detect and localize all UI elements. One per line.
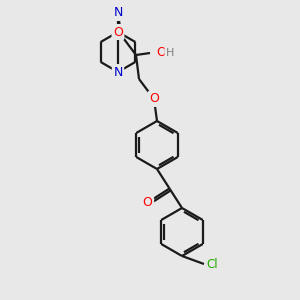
Text: H: H: [166, 48, 174, 58]
Text: Cl: Cl: [206, 259, 218, 272]
Text: O: O: [149, 92, 159, 106]
Text: N: N: [113, 7, 123, 20]
Text: N: N: [113, 65, 123, 79]
Text: O: O: [156, 46, 166, 59]
Text: O: O: [143, 196, 153, 209]
Text: O: O: [113, 26, 123, 38]
